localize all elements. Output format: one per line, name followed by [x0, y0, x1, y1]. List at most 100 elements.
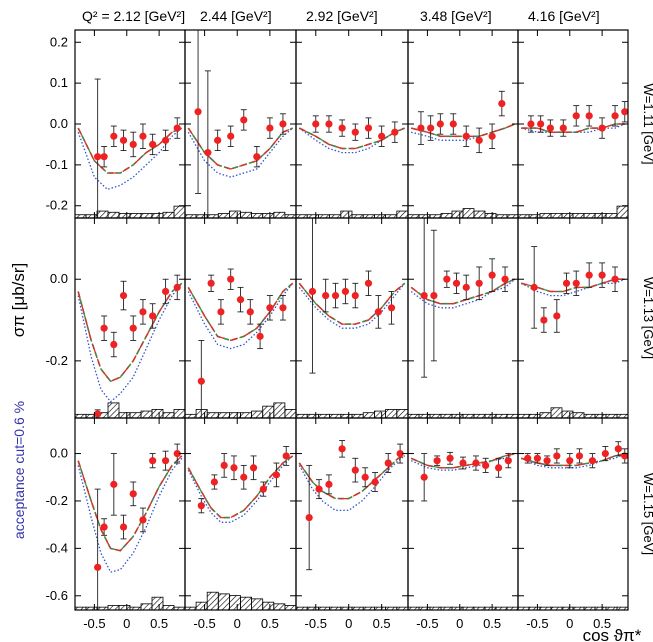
- data-point: [598, 271, 606, 279]
- histogram-bar: [151, 409, 164, 419]
- histogram-bar: [473, 210, 486, 219]
- data-point: [279, 304, 287, 312]
- histogram-bar: [206, 412, 219, 419]
- data-point: [266, 124, 274, 132]
- histogram-bar: [107, 402, 120, 419]
- panels-layer: [74, 29, 629, 611]
- data-point: [149, 312, 157, 320]
- panel-frame: [407, 29, 519, 219]
- histogram-bar: [217, 213, 230, 219]
- panel-r1-c4: [517, 217, 629, 419]
- data-point: [559, 124, 567, 132]
- x-tick-label: 0: [566, 616, 573, 631]
- panel-r0-c1: [184, 29, 297, 219]
- curve-red-dashed: [187, 127, 293, 170]
- data-point: [546, 124, 554, 132]
- data-point: [430, 291, 438, 300]
- histogram-bar: [217, 593, 230, 611]
- data-point: [173, 449, 181, 458]
- x-tick-label: -0.5: [305, 616, 327, 631]
- curve-red-dashed: [298, 282, 406, 325]
- curve-blue-dotted: [187, 455, 294, 523]
- acceptance-histogram: [517, 205, 629, 219]
- q2-label: Q² = 2.12 [GeV²]: [82, 8, 185, 24]
- y-tick-label: 0.1: [50, 75, 68, 90]
- histogram-bar: [572, 213, 585, 219]
- data-point: [364, 124, 373, 132]
- data-point: [312, 120, 320, 128]
- x-tick-label: -0.5: [193, 616, 215, 631]
- curve-gray-dashed: [77, 282, 183, 383]
- histogram-bar: [561, 213, 574, 219]
- histogram-bar: [129, 412, 142, 419]
- histogram-bar: [162, 605, 175, 611]
- data-point: [494, 464, 503, 472]
- data-point: [236, 296, 245, 304]
- acceptance-histogram: [295, 409, 409, 419]
- histogram-bar: [129, 213, 142, 219]
- acceptance-histogram: [407, 606, 519, 611]
- y-tick-label: 0.0: [50, 271, 68, 286]
- data-point: [611, 275, 619, 283]
- data-point: [119, 136, 128, 144]
- q2-label: 4.16 [GeV²]: [528, 8, 600, 24]
- x-tick-label: 0.5: [150, 616, 168, 631]
- data-point: [614, 445, 622, 453]
- data-point: [305, 513, 313, 522]
- data-point: [501, 275, 509, 283]
- curve-red-dashed: [77, 282, 183, 383]
- y-tick-label: 0.2: [50, 34, 68, 49]
- data-point: [553, 312, 561, 320]
- curve-green-dashed: [187, 282, 294, 342]
- histogram-bar: [228, 210, 241, 219]
- data-point: [527, 120, 535, 128]
- data-point: [308, 287, 317, 296]
- x-tick-label: 0.5: [261, 616, 279, 631]
- data-point: [322, 291, 330, 300]
- data-point: [572, 112, 580, 120]
- histogram-bar: [240, 211, 252, 219]
- curve-blue-dotted: [187, 282, 294, 350]
- data-point: [129, 324, 137, 332]
- data-point: [272, 471, 281, 479]
- acceptance-histogram: [184, 210, 297, 219]
- histogram-bar: [550, 407, 563, 419]
- histogram-bar: [340, 210, 353, 219]
- data-point: [575, 452, 584, 460]
- curve-red-dashed: [521, 123, 625, 133]
- data-point: [338, 445, 346, 453]
- panel-frame: [74, 29, 186, 219]
- data-point: [100, 153, 108, 161]
- data-point: [562, 279, 571, 287]
- data-point: [315, 485, 323, 493]
- data-point: [540, 316, 548, 324]
- data-point: [553, 452, 561, 460]
- histogram-bar: [140, 410, 153, 419]
- histogram-bar: [251, 598, 264, 611]
- data-point: [110, 132, 118, 140]
- data-point: [214, 136, 222, 144]
- histogram-bar: [195, 601, 208, 611]
- acceptance-annotation: acceptance cut=0.6 %: [11, 401, 27, 539]
- histogram-bar: [118, 605, 131, 611]
- data-point: [459, 459, 467, 467]
- histogram-bar: [228, 595, 241, 611]
- data-point: [420, 473, 428, 481]
- y-tick-label: -0.2: [46, 353, 68, 368]
- acceptance-histogram: [517, 606, 629, 611]
- panel-r0-c3: [407, 29, 519, 219]
- data-point: [374, 308, 382, 316]
- y-axis-title: σπ [μb/sr]: [9, 263, 28, 338]
- data-point: [129, 490, 137, 498]
- data-point: [436, 120, 444, 128]
- histogram-bar: [240, 596, 252, 611]
- x-tick-label: 0.5: [483, 616, 501, 631]
- data-point: [240, 116, 248, 124]
- histogram-bar: [262, 405, 275, 419]
- data-point: [100, 324, 108, 332]
- data-point: [341, 287, 350, 296]
- panel-r0-c4: [517, 29, 629, 219]
- x-tick-label: 0: [345, 616, 352, 631]
- histogram-bar: [140, 213, 153, 219]
- data-point: [524, 454, 532, 462]
